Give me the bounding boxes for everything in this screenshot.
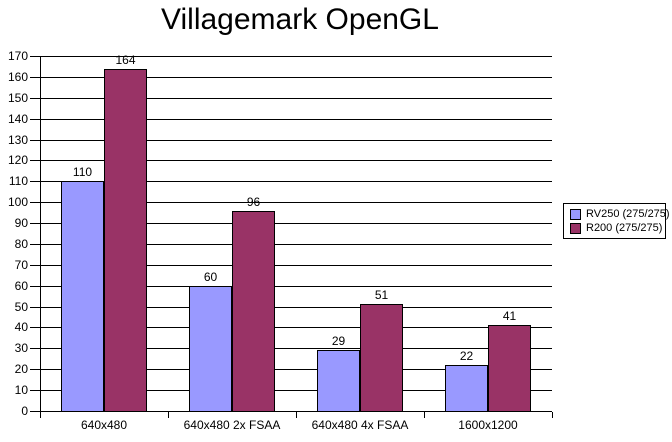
y-gridline [40, 98, 552, 99]
chart-title: Villagemark OpenGL [161, 3, 439, 36]
bar-r200-640x480 [104, 69, 147, 412]
bar-rv250-1600x1200 [445, 365, 488, 412]
y-axis-tick [30, 307, 40, 308]
y-axis-tick [30, 160, 40, 161]
y-axis-tick [30, 140, 40, 141]
y-gridline [40, 140, 552, 141]
bar-value-label-rv250-640x480-4x-fsaa: 29 [331, 334, 346, 348]
legend-swatch-r200-icon [570, 222, 581, 234]
y-gridline [40, 223, 552, 224]
y-axis-label: 0 [21, 404, 28, 418]
y-axis-label: 50 [14, 300, 28, 314]
legend-label-rv250: RV250 (275/275) [586, 207, 670, 220]
y-axis-label: 70 [14, 258, 28, 272]
legend-item-r200: R200 (275/275) [570, 221, 663, 235]
y-gridline [40, 244, 552, 245]
x-axis-line [40, 411, 552, 412]
y-gridline [40, 160, 552, 161]
y-gridline [40, 390, 552, 391]
legend: RV250 (275/275) R200 (275/275) [563, 203, 670, 239]
y-axis-label: 170 [7, 49, 28, 63]
y-axis-line [40, 56, 41, 412]
y-gridline [40, 56, 552, 57]
bar-rv250-640x480-4x-fsaa [317, 350, 360, 412]
y-axis-tick [30, 369, 40, 370]
category-label: 640x480 4x FSAA [311, 418, 409, 432]
y-axis-tick [30, 390, 40, 391]
bar-rv250-640x480 [61, 181, 104, 412]
y-axis-label: 90 [14, 216, 28, 230]
y-gridline [40, 181, 552, 182]
x-axis-tick [552, 412, 553, 418]
x-axis-tick [168, 412, 169, 418]
y-axis-label: 60 [14, 279, 28, 293]
y-axis-label: 140 [7, 112, 28, 126]
category-label: 1600x1200 [458, 418, 518, 432]
y-gridline [40, 327, 552, 328]
y-axis-label: 110 [8, 174, 28, 188]
bar-value-label-rv250-1600x1200: 22 [459, 349, 474, 363]
bar-rv250-640x480-2x-fsaa [189, 286, 232, 412]
x-axis-tick [40, 412, 41, 418]
y-gridline [40, 348, 552, 349]
legend-label-r200: R200 (275/275) [586, 221, 663, 234]
bar-value-label-r200-640x480-4x-fsaa: 51 [374, 288, 389, 302]
y-axis-label: 150 [7, 91, 28, 105]
y-axis-tick [30, 77, 40, 78]
y-axis-tick [30, 411, 40, 412]
y-axis-label: 160 [7, 70, 28, 84]
y-axis-label: 120 [7, 153, 28, 167]
bar-value-label-r200-640x480-2x-fsaa: 96 [246, 195, 261, 209]
bar-r200-640x480-2x-fsaa [232, 211, 275, 412]
y-gridline [40, 265, 552, 266]
y-axis-label: 20 [14, 362, 28, 376]
y-gridline [40, 286, 552, 287]
category-label: 640x480 [80, 418, 128, 432]
legend-item-rv250: RV250 (275/275) [570, 207, 670, 221]
y-gridline [40, 77, 552, 78]
y-axis-label: 30 [14, 341, 28, 355]
y-gridline [40, 202, 552, 203]
y-axis-tick [30, 244, 40, 245]
legend-swatch-rv250-icon [570, 208, 581, 220]
y-axis-label: 40 [14, 320, 28, 334]
y-axis-tick [30, 223, 40, 224]
x-axis-tick [296, 412, 297, 418]
y-axis-tick [30, 202, 40, 203]
bar-r200-1600x1200 [488, 325, 531, 412]
category-label: 640x480 2x FSAA [183, 418, 281, 432]
y-axis-tick [30, 327, 40, 328]
y-axis-tick [30, 119, 40, 120]
y-gridline [40, 119, 552, 120]
bar-r200-640x480-4x-fsaa [360, 304, 403, 412]
y-axis-tick [30, 181, 40, 182]
y-axis-tick [30, 98, 40, 99]
y-axis-label: 80 [14, 237, 28, 251]
y-axis-label: 100 [7, 195, 28, 209]
y-axis-label: 130 [7, 133, 28, 147]
y-axis-tick [30, 348, 40, 349]
y-axis-tick [30, 56, 40, 57]
bar-value-label-rv250-640x480: 110 [72, 165, 93, 179]
y-axis-label: 10 [14, 383, 28, 397]
y-gridline [40, 369, 552, 370]
y-axis-tick [30, 265, 40, 266]
bar-value-label-rv250-640x480-2x-fsaa: 60 [203, 270, 218, 284]
bar-value-label-r200-640x480: 164 [115, 53, 136, 67]
bar-value-label-r200-1600x1200: 41 [502, 309, 517, 323]
x-axis-tick [424, 412, 425, 418]
y-gridline [40, 307, 552, 308]
y-axis-tick [30, 286, 40, 287]
